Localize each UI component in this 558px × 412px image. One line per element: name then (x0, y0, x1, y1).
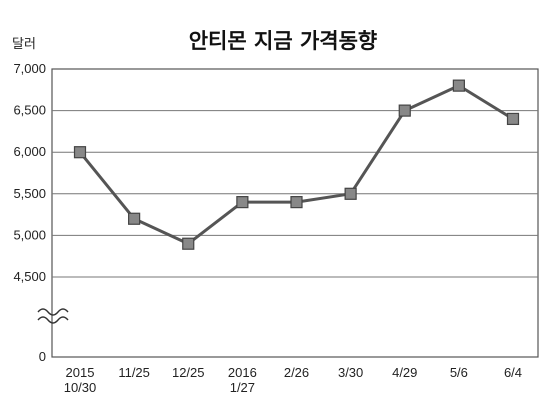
data-point-marker (128, 212, 141, 225)
x-tick-label: 2015 (66, 365, 95, 380)
axis-break-wave (37, 316, 69, 324)
y-tick-label: 6,000 (13, 144, 46, 159)
x-tick-label: 3/30 (338, 365, 363, 380)
y-tick-label: 4,500 (13, 269, 46, 284)
x-tick-label: 12/25 (172, 365, 205, 380)
price-series (73, 79, 520, 250)
data-point-marker (182, 237, 195, 250)
y-tick-label: 7,000 (13, 61, 46, 76)
gridlines (52, 110, 538, 278)
y-tick-label: 6,500 (13, 103, 46, 118)
x-tick-label: 4/29 (392, 365, 417, 380)
axis-break-mark (37, 308, 69, 324)
data-point-marker (344, 187, 357, 200)
data-point-marker (398, 104, 411, 117)
data-point-marker (506, 112, 520, 126)
y-axis-unit-label: 달러 (12, 37, 36, 52)
y-tick-label: 5,500 (13, 186, 46, 201)
x-tick-label: 5/6 (450, 365, 468, 380)
axis-break-wave (37, 308, 69, 316)
x-tick-label: 6/4 (504, 365, 522, 380)
x-tick-label: 2/26 (284, 365, 309, 380)
data-point-marker (236, 196, 249, 209)
y-axis-ticks: 7,000 6,500 6,000 5,500 5,000 4,500 0 (13, 61, 46, 364)
series-line (78, 84, 514, 246)
y-tick-label: 0 (39, 349, 46, 364)
data-point-marker (73, 146, 87, 159)
x-tick-label: 10/30 (64, 380, 97, 395)
x-tick-label: 1/27 (230, 380, 255, 395)
data-point-marker (290, 196, 303, 209)
plot-frame (51, 68, 539, 358)
x-tick-label: 11/25 (118, 365, 150, 380)
chart-title: 안티몬 지금 가격동향 (189, 29, 378, 53)
data-point-marker (452, 79, 465, 92)
x-tick-label: 2016 (228, 365, 257, 380)
y-tick-label: 5,000 (13, 227, 46, 242)
